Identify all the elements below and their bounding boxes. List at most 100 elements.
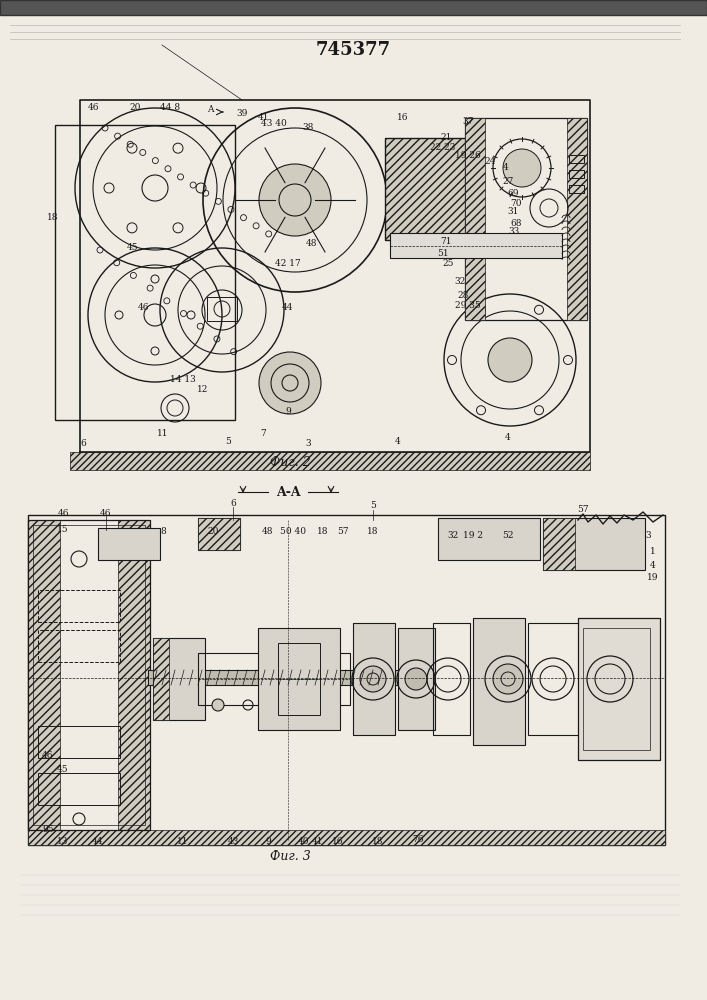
Bar	[578, 618, 660, 760]
Text: 20: 20	[129, 103, 141, 111]
Text: 76: 76	[412, 836, 423, 844]
Bar	[528, 623, 580, 735]
Text: 37: 37	[462, 116, 474, 125]
Bar	[198, 518, 240, 550]
Text: 44: 44	[282, 302, 293, 312]
Text: 46: 46	[57, 508, 69, 518]
Text: 5: 5	[225, 436, 231, 446]
Text: 95: 95	[42, 826, 54, 834]
Text: 19: 19	[647, 574, 659, 582]
Circle shape	[405, 668, 427, 690]
Text: 45: 45	[127, 243, 139, 252]
Bar	[465, 118, 587, 320]
Text: 16: 16	[332, 838, 344, 846]
Text: 50 40: 50 40	[280, 528, 306, 536]
Bar	[153, 638, 169, 720]
Text: 22 23: 22 23	[431, 143, 456, 152]
Bar	[0, 0, 707, 15]
Text: 41: 41	[312, 838, 324, 846]
Text: 7: 7	[260, 428, 266, 438]
Text: 46: 46	[42, 752, 54, 760]
Bar	[198, 518, 240, 550]
Bar	[569, 185, 584, 193]
Text: 8: 8	[160, 528, 166, 536]
Text: 46: 46	[87, 103, 99, 111]
Text: 11: 11	[177, 838, 189, 846]
Text: 18: 18	[317, 528, 329, 536]
Text: 68: 68	[510, 219, 522, 228]
Bar	[28, 830, 665, 845]
Text: 44: 44	[92, 838, 104, 846]
Text: 40: 40	[297, 838, 309, 846]
Bar	[569, 155, 584, 163]
Text: 57: 57	[337, 528, 349, 536]
Text: 6: 6	[80, 438, 86, 448]
Text: 46: 46	[100, 508, 112, 518]
Text: 44 8: 44 8	[160, 103, 180, 111]
Text: 16: 16	[397, 113, 409, 122]
Text: 38: 38	[303, 122, 314, 131]
Text: 31: 31	[508, 208, 519, 217]
Text: 32: 32	[448, 530, 459, 540]
Circle shape	[503, 149, 541, 187]
Text: 14 13: 14 13	[170, 374, 196, 383]
Text: 3: 3	[305, 438, 311, 448]
Bar	[70, 452, 590, 470]
Bar	[465, 118, 485, 320]
Text: 57: 57	[577, 506, 589, 514]
Bar	[438, 518, 540, 560]
Text: 4: 4	[503, 163, 509, 172]
Bar	[118, 520, 150, 830]
Bar	[28, 515, 665, 845]
Text: 27: 27	[502, 176, 514, 186]
Text: 32: 32	[455, 276, 466, 286]
Bar	[398, 628, 435, 730]
Bar	[207, 297, 237, 321]
Bar	[33, 525, 145, 825]
Text: 9: 9	[285, 406, 291, 416]
Bar	[353, 623, 369, 735]
Bar	[385, 138, 467, 240]
Text: 15: 15	[57, 526, 69, 534]
Text: 4: 4	[650, 560, 656, 570]
Bar	[148, 670, 400, 685]
Bar	[153, 638, 205, 720]
Bar	[473, 618, 525, 745]
Bar	[543, 518, 575, 570]
Bar	[353, 623, 395, 735]
Text: 6: 6	[230, 498, 236, 508]
Text: 12: 12	[197, 384, 209, 393]
Bar	[633, 618, 660, 760]
Bar	[28, 520, 150, 830]
Text: 19 26: 19 26	[455, 151, 481, 160]
Bar	[390, 233, 562, 258]
Text: 46: 46	[137, 302, 148, 312]
Text: 4: 4	[505, 434, 511, 442]
Bar	[278, 643, 320, 715]
Text: 70: 70	[510, 198, 522, 208]
Text: 9: 9	[265, 838, 271, 846]
Text: Фиг. 2: Фиг. 2	[269, 456, 310, 470]
Circle shape	[493, 664, 523, 694]
Text: 18: 18	[367, 528, 379, 536]
Bar	[28, 520, 60, 830]
Circle shape	[488, 338, 532, 382]
Text: 3: 3	[645, 530, 651, 540]
Text: 18: 18	[373, 838, 384, 846]
Bar	[318, 628, 340, 730]
Bar	[543, 518, 645, 570]
Bar	[198, 653, 350, 705]
Bar	[38, 773, 120, 805]
Text: 11: 11	[157, 430, 169, 438]
Text: 48: 48	[262, 528, 274, 536]
Bar	[258, 628, 340, 730]
Text: 4: 4	[395, 436, 401, 446]
Bar	[55, 125, 235, 420]
Text: 33: 33	[508, 227, 520, 235]
Circle shape	[212, 699, 224, 711]
Text: 5: 5	[370, 502, 376, 510]
Circle shape	[259, 352, 321, 414]
Bar	[578, 618, 605, 760]
Circle shape	[259, 164, 331, 236]
Text: 43 40: 43 40	[261, 118, 287, 127]
